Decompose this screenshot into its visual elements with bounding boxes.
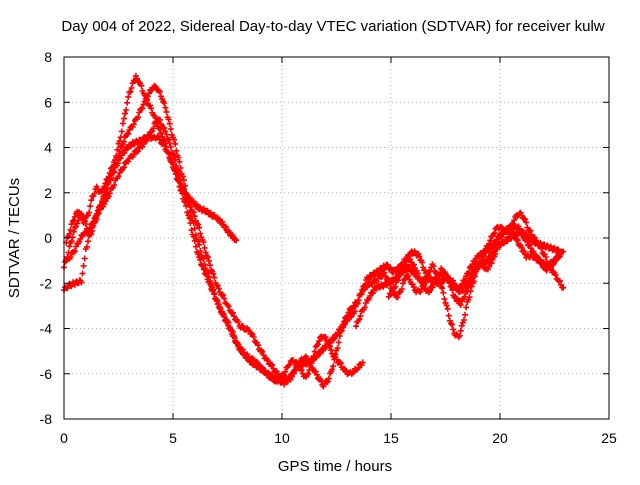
- y-axis-label: SDTVAR / TECUs: [6, 178, 23, 298]
- x-tick-label: 15: [383, 430, 399, 446]
- series-markers: [63, 82, 366, 385]
- series-track-f: [385, 225, 562, 308]
- y-tick-label: 2: [44, 185, 52, 201]
- x-tick-label: 5: [169, 430, 177, 446]
- series-track-c: [63, 82, 366, 385]
- chart-title: Day 004 of 2022, Sidereal Day-to-day VTE…: [61, 18, 604, 35]
- x-tick-label: 20: [492, 430, 508, 446]
- y-tick-label: 4: [44, 140, 52, 156]
- x-tick-label: 0: [60, 430, 68, 446]
- y-tick-label: -6: [40, 366, 53, 382]
- y-tick-label: 6: [44, 94, 52, 110]
- y-tick-label: 0: [44, 230, 52, 246]
- data-points: [61, 72, 567, 390]
- series-track-a: [61, 72, 240, 293]
- x-axis-label: GPS time / hours: [278, 458, 392, 475]
- axis-ticks: 0 5 10 15 20 25 -8 -6 -4 -2 0 2 4 6 8: [40, 49, 617, 446]
- x-tick-label: 25: [601, 430, 617, 446]
- y-tick-label: -2: [40, 275, 53, 291]
- y-tick-label: -8: [40, 411, 53, 427]
- series-markers: [385, 225, 562, 308]
- y-tick-label: 8: [44, 49, 52, 65]
- series-markers: [61, 72, 240, 293]
- x-tick-label: 10: [274, 430, 290, 446]
- y-tick-label: -4: [40, 321, 53, 337]
